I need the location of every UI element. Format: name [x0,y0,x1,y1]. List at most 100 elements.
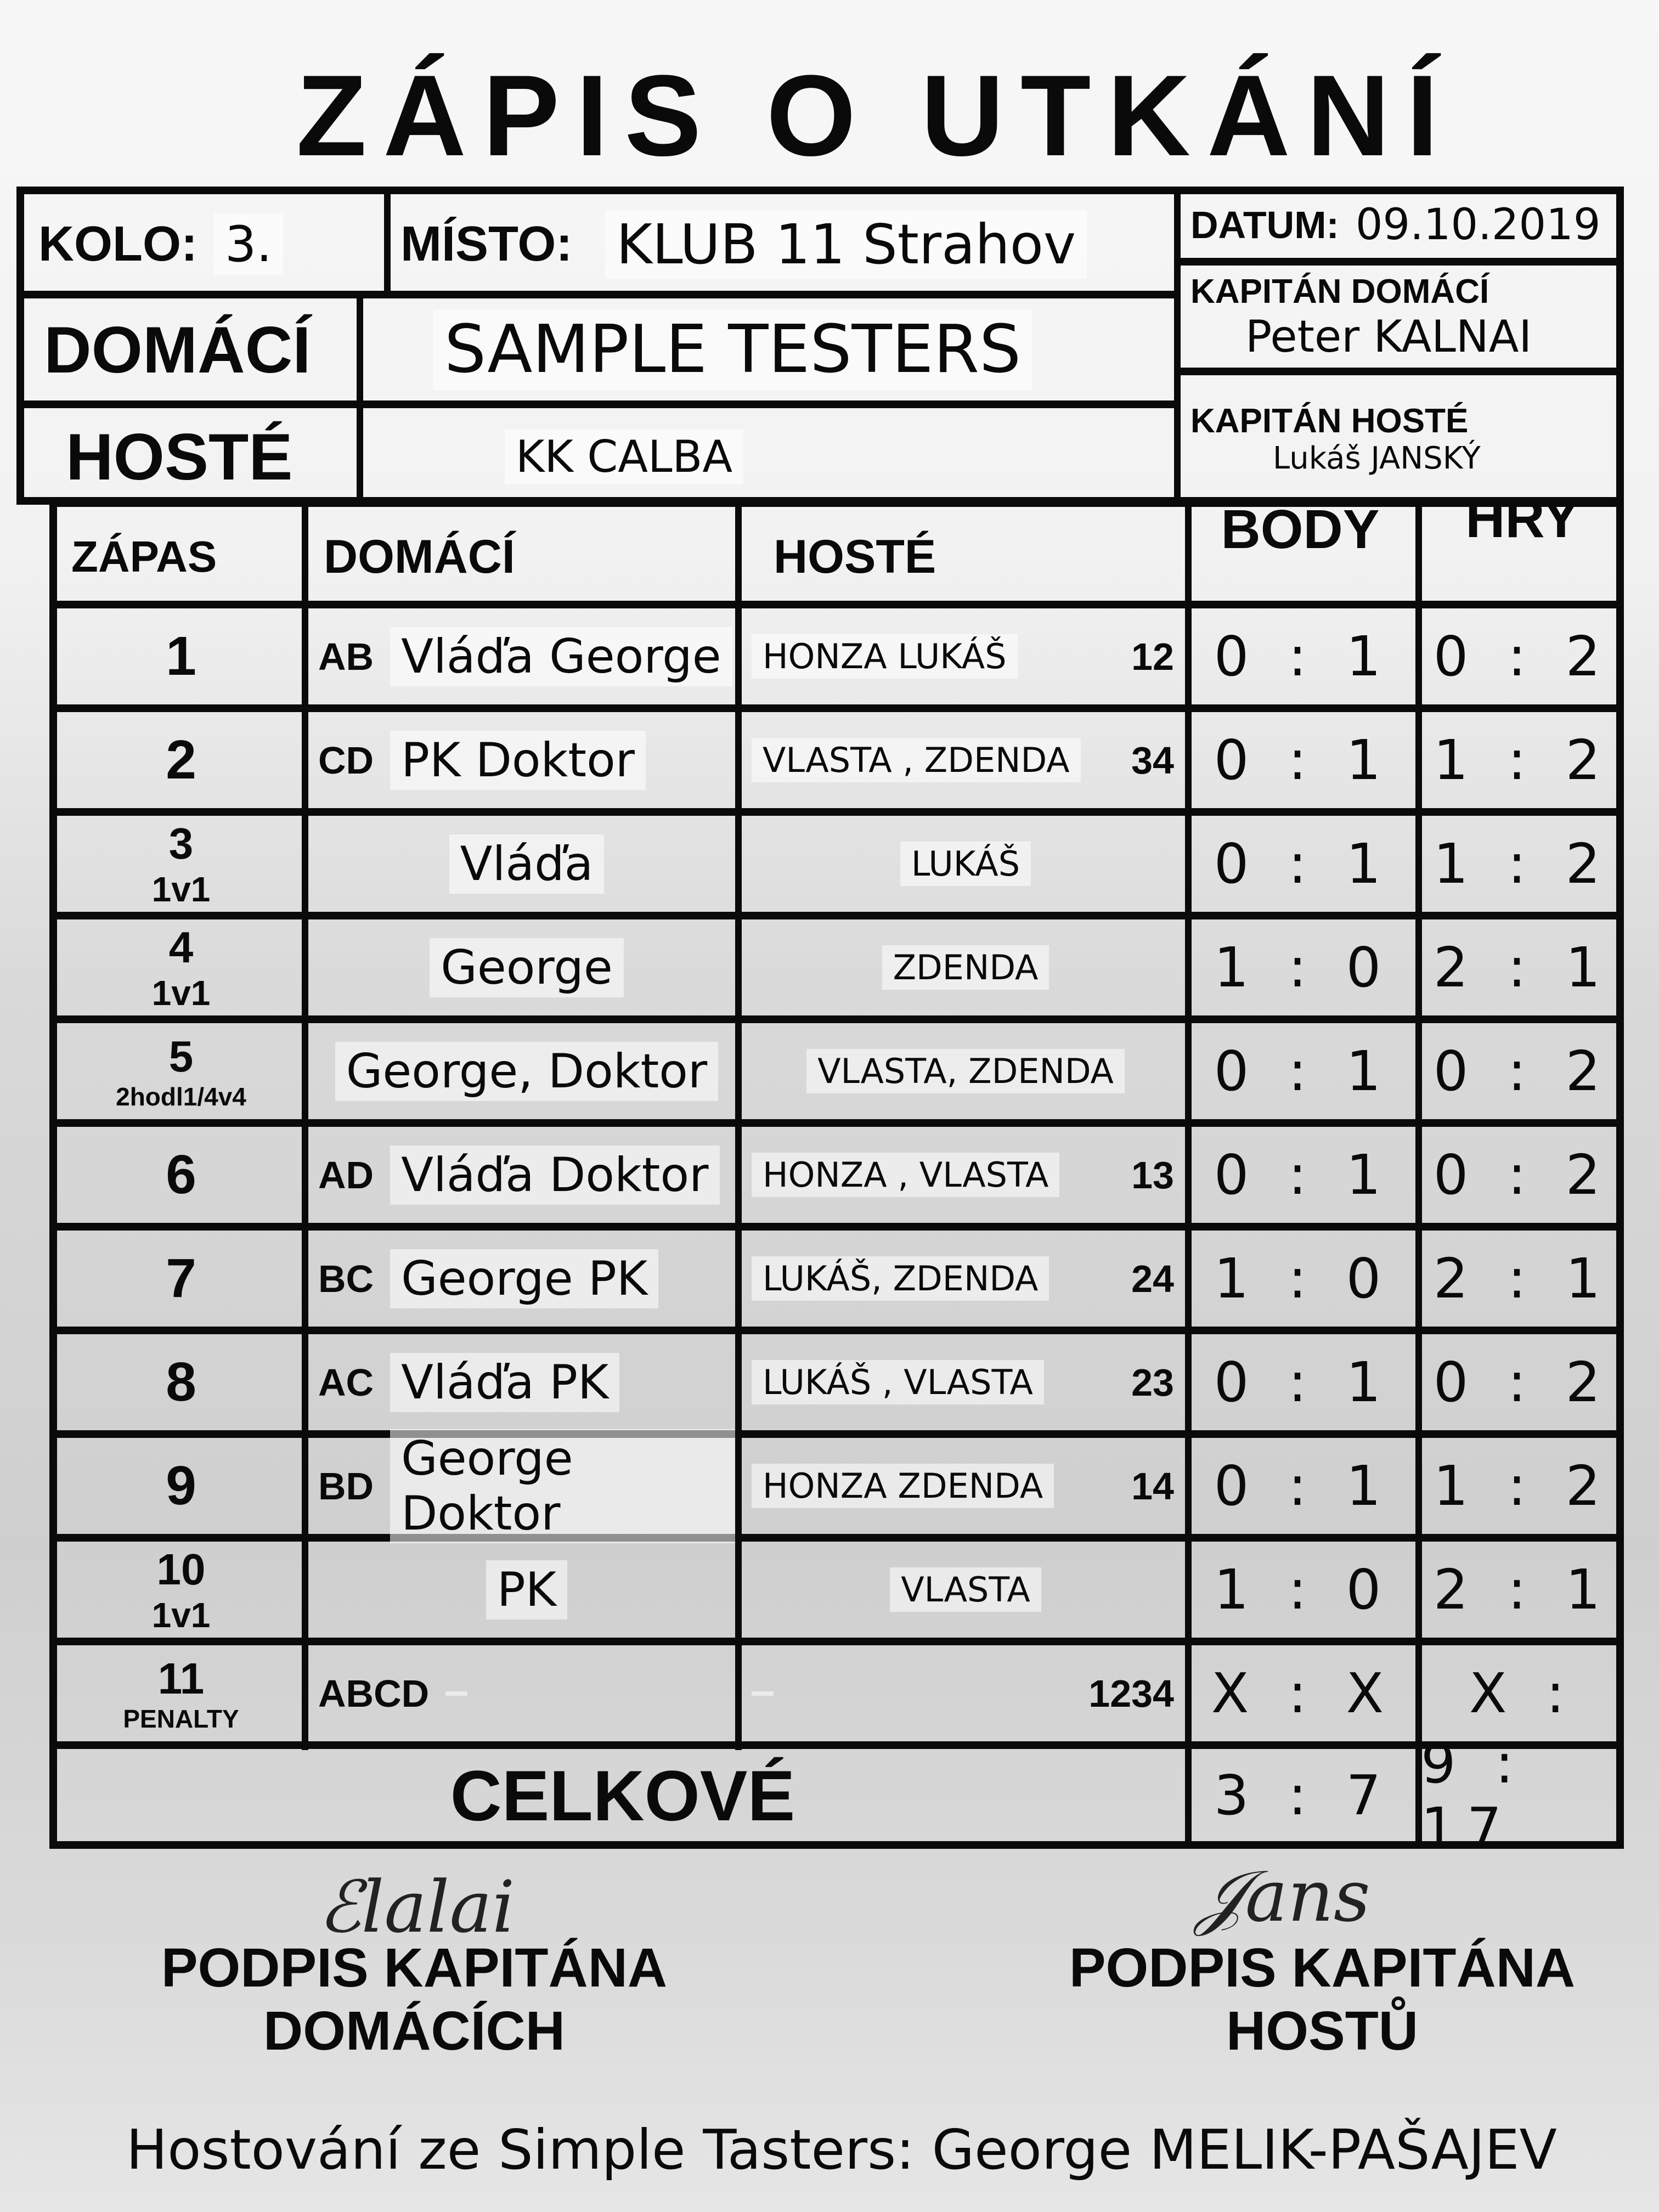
match-body: 1 : 0 [1214,1246,1392,1311]
match-number: 7 [166,1248,196,1309]
away-players: ZDENDA [752,919,1180,1015]
match-number: 5 2hodl1/4v4 [116,1031,246,1111]
home-players: AD Vláďa Doktor [318,1127,735,1223]
match-number: 10 1v1 [151,1544,211,1635]
home-code: BD [318,1464,374,1508]
match-hry: 0 : 2 [1433,1350,1612,1414]
match-body: 0 : 1 [1214,1039,1392,1103]
divider [1185,499,1192,1849]
away-code: 34 [1131,738,1174,782]
away-signature-label: PODPIS KAPITÁNA HOSTŮ [1069,1937,1576,2062]
divider [16,400,1174,408]
home-player-names: George [430,938,624,997]
match-number: 6 [166,1144,196,1205]
hoste-label: HOSTÉ [66,420,293,494]
home-player-names: George, Doktor [335,1041,719,1101]
kapitan-domaci-field: KAPITÁN DOMÁCÍ Peter KALNAI [1190,266,1624,368]
guest-player-note: Hostování ze Simple Tasters: George MELI… [126,2118,1557,2182]
match-type: PENALTY [123,1704,239,1733]
match-hry: X : [1469,1661,1576,1725]
match-hry: 0 : 2 [1433,1039,1612,1103]
match-number: 8 [166,1351,196,1413]
home-player-names: Vláďa PK [390,1352,620,1412]
col-zapas: ZÁPAS [71,532,217,581]
match-hry: 1 : 2 [1433,728,1612,792]
away-players: VLASTA [752,1542,1180,1638]
home-code: ABCD [318,1672,430,1715]
home-code: AD [318,1153,374,1197]
datum-field: DATUM: 09.10.2019 [1190,192,1624,258]
datum-label: DATUM: [1190,204,1339,246]
home-players: BC George PK [318,1231,735,1327]
kapitan-domaci-value: Peter KALNAI [1245,311,1532,362]
match-body: 1 : 0 [1214,1558,1392,1622]
away-player-names: ZDENDA [882,945,1049,990]
match-type: 1v1 [151,869,211,909]
col-domaci: DOMÁCÍ [324,530,515,583]
hoste-value-cell: KK CALBA [368,409,1174,505]
kolo-field: KOLO: 3. [38,198,379,291]
divider [49,1223,1624,1231]
match-hry: 1 : 2 [1433,832,1612,896]
divider [49,1534,1624,1542]
away-code: 14 [1131,1464,1174,1508]
divider [49,808,1624,816]
away-player-names: LUKÁŠ , VLASTA [752,1360,1044,1404]
home-players: George [318,919,735,1015]
away-code: 12 [1131,635,1174,678]
home-player-names [445,1691,468,1696]
divider [1174,258,1624,266]
totals-body: 3 : 7 [1214,1763,1392,1827]
away-players: LUKÁŠ [752,816,1180,912]
home-player-names: Vláďa [449,834,605,894]
divider [1174,368,1624,375]
divider [49,1638,1624,1645]
away-players: LUKÁŠ , VLASTA 23 [752,1334,1180,1430]
home-code: AC [318,1361,374,1404]
match-number: 9 [166,1455,196,1516]
away-player-names: LUKÁŠ, ZDENDA [752,1256,1049,1301]
away-players: HONZA ZDENDA 14 [752,1438,1180,1534]
home-players: George, Doktor [318,1023,735,1119]
home-code: AB [318,635,374,678]
home-players: Vláďa [318,816,735,912]
match-body: 0 : 1 [1214,1454,1392,1518]
home-players: AB Vláďa George [318,608,735,704]
away-signature-scribble: 𝒥ans [1196,1854,1370,1938]
match-number: 3 1v1 [151,819,211,909]
divider [49,1430,1624,1438]
kapitan-hoste-value: Lukáš JANSKÝ [1273,441,1481,476]
match-hry: 0 : 2 [1433,624,1612,689]
misto-label: MÍSTO: [400,216,573,272]
away-player-names: HONZA , VLASTA [752,1153,1060,1197]
home-code: CD [318,738,374,782]
home-player-names: Vláďa George [390,627,732,686]
away-player-names: HONZA ZDENDA [752,1464,1054,1508]
totals-hry: 9 : 17 [1421,1731,1525,1860]
away-player-names: VLASTA , ZDENDA [752,738,1081,782]
divider [1174,187,1181,505]
away-players: VLASTA , ZDENDA 34 [752,712,1180,808]
match-hry: 2 : 1 [1433,935,1612,1000]
divider [49,1119,1624,1127]
domaci-team: SAMPLE TESTERS [433,309,1032,390]
home-players: AC Vláďa PK [318,1334,735,1430]
totals-label-cell: CELKOVÉ [60,1747,1185,1843]
match-hry: 2 : 1 [1433,1558,1612,1622]
match-body: 1 : 0 [1214,935,1392,1000]
misto-field: MÍSTO: KLUB 11 Strahov [400,198,1169,291]
away-code: 1234 [1088,1672,1174,1715]
away-player-names: HONZA LUKÁŠ [752,634,1018,679]
hoste-label-cell: HOSTÉ [66,409,351,505]
col-hry: HRY [1465,487,1579,549]
divider [49,912,1624,919]
match-body: 0 : 1 [1214,832,1392,896]
divider [357,291,363,505]
match-body: 0 : 1 [1214,1350,1392,1414]
kolo-label: KOLO: [38,216,198,272]
match-type: 1v1 [151,1595,211,1635]
col-hoste: HOSTÉ [774,530,936,583]
match-type: 2hodl1/4v4 [116,1082,246,1111]
match-body: 0 : 1 [1214,728,1392,792]
misto-value: KLUB 11 Strahov [605,210,1087,279]
